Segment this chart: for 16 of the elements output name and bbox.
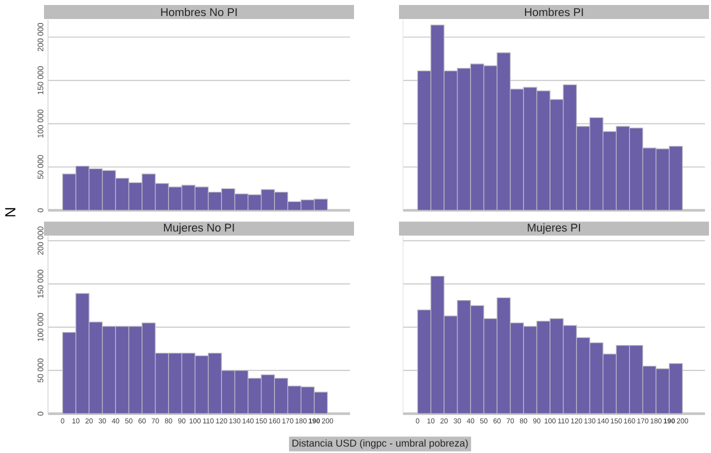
y-axis-title: N <box>5 208 16 216</box>
y-tick-label: 100 000 <box>38 313 44 342</box>
y-tick-label: 150 000 <box>38 270 44 298</box>
y-tick-label: 50 000 <box>38 358 44 382</box>
y-tick-label: 200 000 <box>38 22 44 52</box>
y-tick-label: 100 000 <box>38 110 44 138</box>
y-tick-label: 0 <box>38 412 44 416</box>
y-tick-label: 50 000 <box>38 155 44 179</box>
y-tick-label: 150 000 <box>38 66 44 94</box>
chart-title: Hombres No PI <box>161 8 237 16</box>
y-tick-label: 0 <box>38 208 44 212</box>
y-tick-label: 200 000 <box>38 226 44 255</box>
x-axis-title: Distancia USD (ingpc - umbral pobreza) <box>292 439 468 449</box>
chart-title: Mujeres PI <box>528 223 580 234</box>
chart-title: Mujeres No PI <box>164 223 234 234</box>
chart-title: Hombres PI <box>525 8 583 16</box>
